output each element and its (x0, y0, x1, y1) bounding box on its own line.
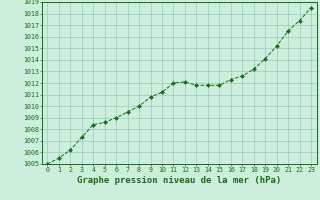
X-axis label: Graphe pression niveau de la mer (hPa): Graphe pression niveau de la mer (hPa) (77, 176, 281, 185)
